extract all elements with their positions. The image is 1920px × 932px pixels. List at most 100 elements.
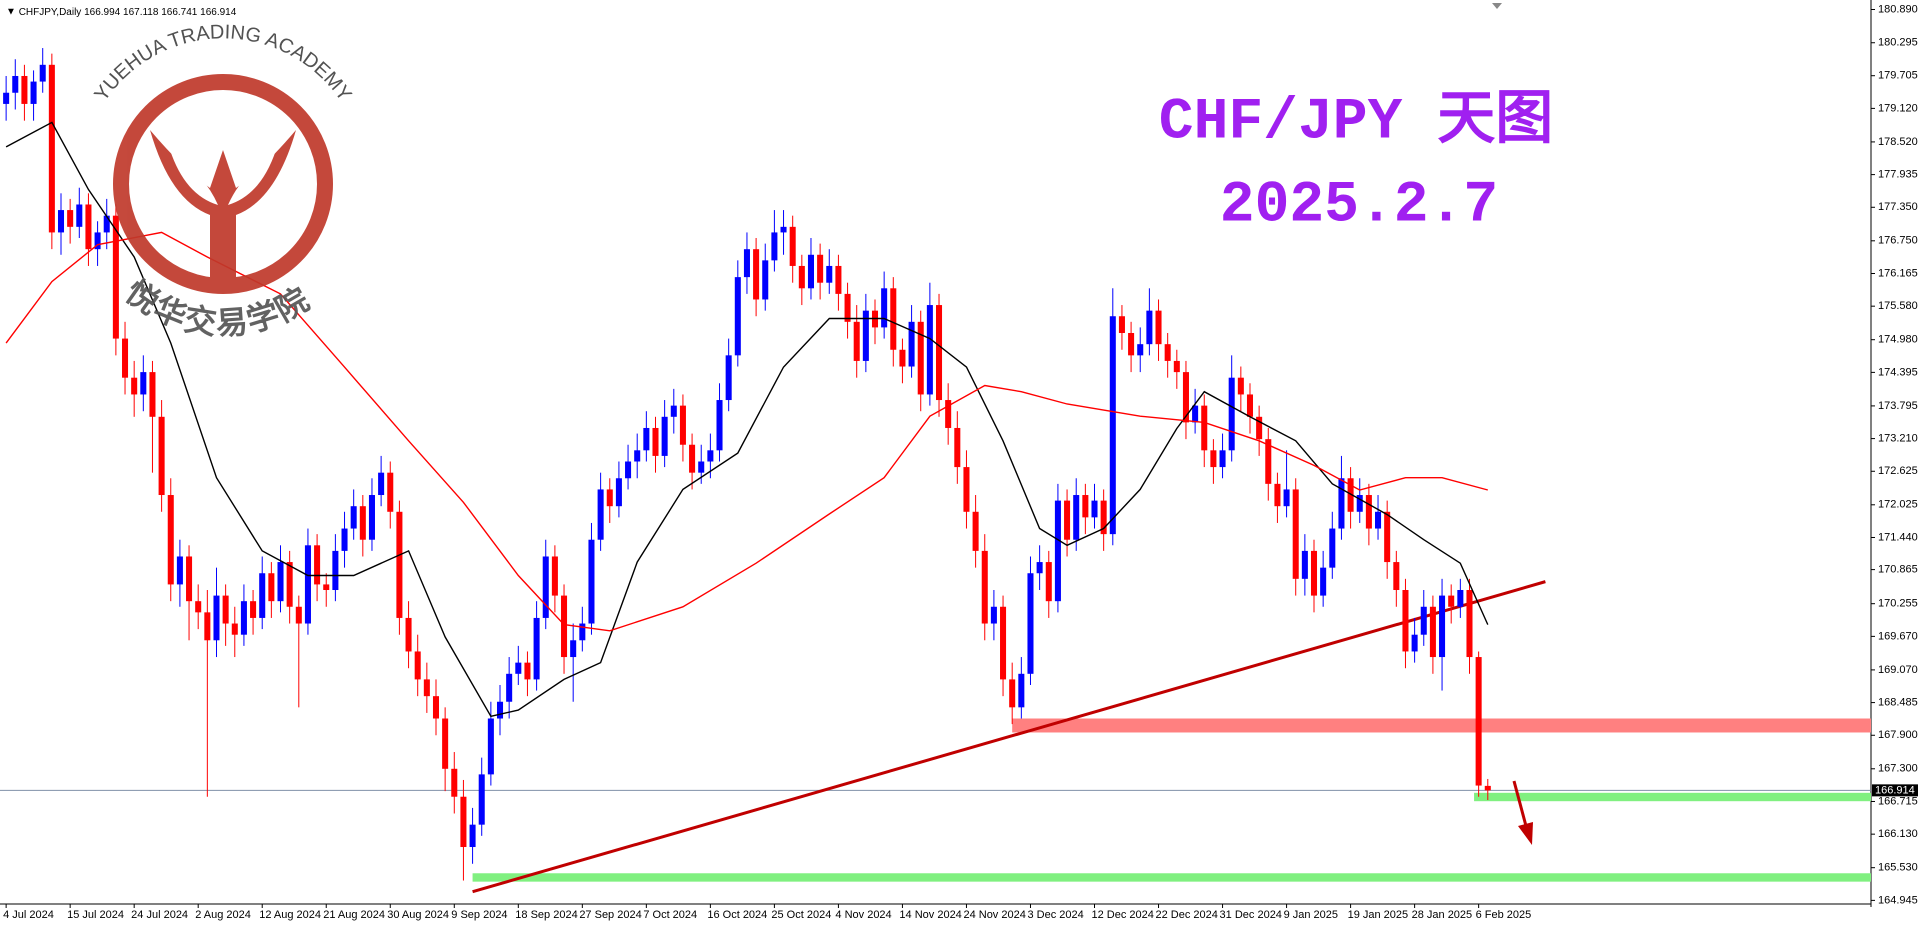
candle-body — [606, 489, 613, 507]
y-tick-label: 176.750 — [1878, 235, 1918, 247]
x-tick-label: 4 Jul 2024 — [3, 909, 54, 921]
candle-body — [917, 321, 924, 395]
candle-body — [131, 377, 138, 395]
candle-body — [1192, 405, 1199, 423]
candle-body — [588, 539, 595, 624]
candle-body — [387, 472, 394, 512]
x-tick-label: 6 Feb 2025 — [1476, 909, 1532, 921]
header-open: 166.994 — [84, 7, 121, 18]
candle-body — [94, 232, 101, 250]
x-tick-label: 12 Aug 2024 — [259, 909, 321, 921]
candle-body — [1439, 595, 1446, 658]
arrow-shaft — [1512, 780, 1528, 827]
x-tick-label: 3 Dec 2024 — [1027, 909, 1083, 921]
candle-body — [862, 310, 869, 361]
candle-body — [542, 556, 549, 618]
candle-body — [981, 550, 988, 624]
x-tick-label: 16 Oct 2024 — [707, 909, 767, 921]
candle-body — [570, 640, 577, 658]
candle-body — [734, 277, 741, 356]
candle-body — [30, 81, 37, 104]
y-tick-label: 168.485 — [1878, 696, 1918, 708]
header-high: 167.118 — [123, 7, 159, 18]
candle-body — [1073, 495, 1080, 540]
candle-body — [1420, 606, 1427, 635]
candle-body — [332, 550, 339, 591]
x-tick-label: 24 Nov 2024 — [963, 909, 1025, 921]
y-tick-label: 171.440 — [1878, 531, 1918, 543]
candle-body — [1402, 590, 1409, 652]
candle-body — [487, 718, 494, 775]
candle-body — [359, 506, 366, 540]
candle-body — [222, 595, 229, 624]
candle-body — [158, 416, 165, 496]
candle-body — [954, 427, 961, 468]
candle-body — [176, 556, 183, 585]
candle-body — [140, 372, 147, 395]
candle-body — [414, 651, 421, 680]
candle-body — [231, 623, 238, 635]
candle-body — [670, 405, 677, 417]
candle-body — [1054, 500, 1061, 602]
header-low: 166.741 — [161, 7, 198, 18]
candle-body — [1137, 344, 1144, 356]
candle-body — [679, 405, 686, 445]
candle-body — [204, 612, 211, 641]
symbol: CHFJPY,Daily — [19, 7, 82, 18]
candle-body — [1210, 450, 1217, 468]
candle-body — [899, 349, 906, 367]
y-tick-label: 164.945 — [1878, 894, 1918, 906]
price-zone — [1474, 792, 1871, 802]
candle-body — [76, 204, 83, 227]
candle-body — [1301, 550, 1308, 579]
down-arrow — [1512, 780, 1533, 845]
candle-body — [963, 467, 970, 512]
candle-body — [1109, 316, 1116, 535]
candle-body — [936, 305, 943, 401]
candle-body — [67, 210, 74, 227]
candle-body — [789, 226, 796, 266]
y-tick-label: 176.165 — [1878, 267, 1918, 279]
candle-body — [1228, 377, 1235, 451]
y-tick-label: 178.520 — [1878, 136, 1918, 148]
y-tick-label: 179.120 — [1878, 102, 1918, 114]
arrow-head — [1518, 822, 1533, 845]
candle-body — [807, 254, 814, 289]
current-price-label: 166.914 — [1875, 784, 1915, 796]
y-tick-label: 172.625 — [1878, 465, 1918, 477]
scroll-marker — [1492, 3, 1502, 9]
candle-body — [1000, 606, 1007, 680]
candle-body — [643, 427, 650, 451]
candle-body — [1082, 495, 1089, 518]
candle-body — [1274, 483, 1281, 507]
y-tick-label: 180.295 — [1878, 37, 1918, 49]
candle-body — [259, 573, 266, 618]
candle-body — [295, 606, 302, 624]
candle-body — [689, 444, 696, 473]
x-tick-label: 19 Jan 2025 — [1348, 909, 1409, 921]
candle-body — [323, 584, 330, 591]
candle-body — [1045, 562, 1052, 602]
candle-body — [1338, 478, 1345, 529]
candle-body — [1375, 511, 1382, 529]
x-tick-label: 25 Oct 2024 — [771, 909, 831, 921]
candle-body — [250, 601, 257, 618]
candle-body — [1265, 439, 1272, 484]
candle-body — [926, 305, 933, 395]
candle-body — [844, 293, 851, 322]
candle-body — [1356, 495, 1363, 512]
candle-body — [1384, 511, 1391, 563]
candle-body — [314, 545, 321, 585]
candle-body — [762, 260, 769, 300]
candle-body — [240, 601, 247, 635]
y-tick-label: 165.530 — [1878, 862, 1918, 874]
candle-body — [506, 673, 513, 702]
candle-body — [112, 215, 119, 339]
y-tick-label: 170.255 — [1878, 598, 1918, 610]
current-price-box — [1872, 784, 1918, 797]
candle-body — [1292, 489, 1299, 579]
candle-body — [341, 528, 348, 551]
candle-body — [1393, 562, 1400, 591]
y-tick-label: 174.980 — [1878, 334, 1918, 346]
